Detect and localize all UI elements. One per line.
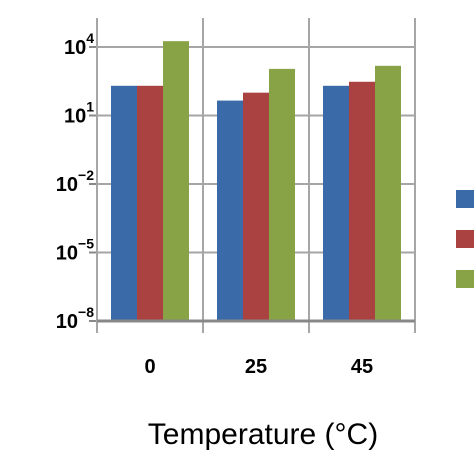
bar-series-1-0 — [111, 85, 137, 321]
x-axis-label: Temperature (°C) — [148, 418, 378, 451]
legend-swatch-3 — [456, 270, 474, 288]
x-tick-label: 0 — [144, 356, 155, 378]
y-tick-labels: 104 101 10−2 10−5 10−8 — [56, 30, 94, 333]
bar-series-1-45 — [323, 85, 349, 321]
y-tick-label: 10−8 — [56, 304, 94, 333]
bars — [111, 41, 401, 322]
legend-swatch-1 — [456, 190, 474, 208]
x-tick-label: 45 — [351, 356, 373, 378]
bar-series-2-25 — [243, 92, 269, 322]
bar-series-2-45 — [349, 81, 375, 321]
bar-series-2-0 — [137, 85, 163, 321]
bar-series-3-45 — [375, 65, 401, 321]
bar-series-3-0 — [163, 41, 189, 322]
legend — [456, 190, 474, 288]
bar-series-1-25 — [217, 100, 243, 321]
y-tick-label: 10−5 — [56, 236, 94, 265]
legend-swatch-2 — [456, 230, 474, 248]
y-tick-label: 101 — [64, 99, 94, 128]
y-tick-label: 104 — [64, 30, 94, 59]
y-tick-label: 10−2 — [56, 167, 94, 196]
x-tick-label: 25 — [245, 356, 267, 378]
x-tick-labels: 0 25 45 — [144, 356, 373, 378]
bar-series-3-25 — [269, 68, 295, 321]
